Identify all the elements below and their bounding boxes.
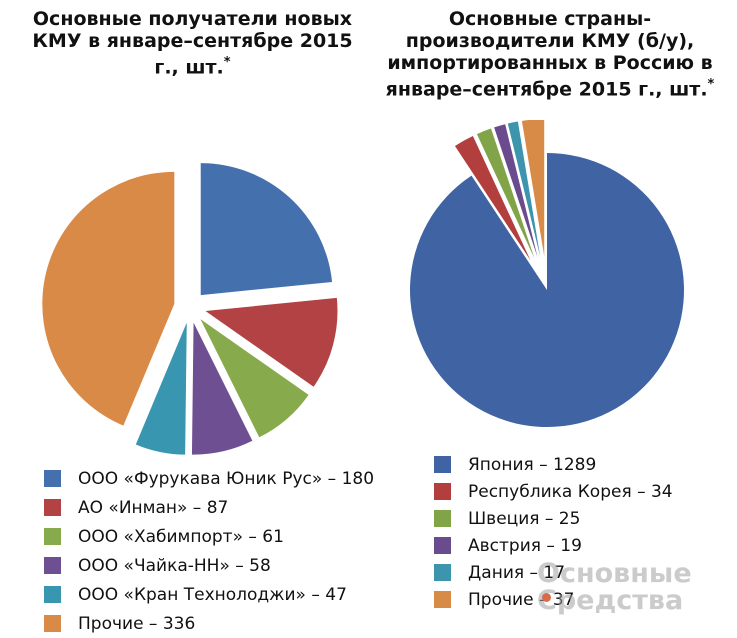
legend-label: Дания – 17	[468, 562, 566, 583]
legend-swatch	[434, 537, 451, 554]
watermark-line-1: Основные	[537, 558, 692, 589]
watermark-line-2: Средства	[537, 585, 684, 616]
legend-item: ООО «Чайка-НН» – 58	[44, 551, 374, 580]
chart-title-countries: Основные страны-производители КМУ (б/у),…	[385, 8, 715, 100]
legend-item: Япония – 1289	[434, 451, 673, 478]
pie-slice-4	[494, 124, 538, 258]
legend-swatch	[44, 499, 61, 516]
legend-countries: Япония – 1289 Республика Корея – 34 Швеция…	[434, 451, 673, 613]
chart-title-text: Основные страны-производители КМУ (б/у),…	[385, 8, 713, 101]
legend-swatch	[434, 591, 451, 608]
chart-title-text: Основные получатели новых КМУ в январе–с…	[32, 8, 353, 79]
footnote-mark: *	[223, 55, 231, 70]
pie-slice-5	[135, 322, 187, 455]
legend-swatch	[44, 528, 61, 545]
pie-slice-3	[200, 319, 309, 438]
legend-swatch	[434, 510, 451, 527]
legend-label: Швеция – 25	[468, 508, 581, 529]
legend-item: Республика Корея – 34	[434, 478, 673, 505]
legend-recipients: ООО «Фурукава Юник Рус» – 180 АО «Инман» …	[44, 464, 374, 638]
legend-swatch	[434, 564, 451, 581]
legend-label: Республика Корея – 34	[468, 481, 673, 502]
watermark-dot	[542, 593, 551, 602]
watermark-logo: Основные Средства	[537, 560, 692, 614]
legend-item: Дания – 17	[434, 559, 673, 586]
pie-slice-1	[200, 163, 333, 296]
legend-swatch	[434, 456, 451, 473]
pie-slice-3	[476, 128, 535, 259]
legend-label: ООО «Чайка-НН» – 58	[78, 555, 271, 576]
legend-item: АО «Инман» – 87	[44, 493, 374, 522]
legend-item: Швеция – 25	[434, 505, 673, 532]
legend-label: ООО «Кран Технолоджи» – 47	[78, 584, 347, 605]
pie-slice-1	[410, 153, 684, 427]
legend-item: ООО «Хабимпорт» – 61	[44, 522, 374, 551]
pie-chart-recipients	[42, 163, 338, 455]
legend-label: АО «Инман» – 87	[78, 497, 229, 518]
legend-swatch	[434, 483, 451, 500]
pie-slice-2	[454, 135, 531, 261]
legend-item: Австрия – 19	[434, 532, 673, 559]
legend-label: ООО «Фурукава Юник Рус» – 180	[78, 468, 375, 489]
pie-chart-countries	[410, 120, 684, 427]
pie-slice-5	[507, 121, 541, 257]
pie-slice-6	[521, 120, 545, 257]
legend-item: ООО «Кран Технолоджи» – 47	[44, 580, 374, 609]
chart-title-recipients: Основные получатели новых КМУ в январе–с…	[20, 8, 365, 78]
pie-slice-6	[42, 171, 175, 426]
legend-label: ООО «Хабимпорт» – 61	[78, 526, 284, 547]
legend-swatch	[44, 586, 61, 603]
footnote-mark: *	[707, 77, 715, 92]
pie-slice-2	[205, 297, 338, 387]
legend-swatch	[44, 470, 61, 487]
pie-slice-4	[191, 322, 253, 455]
legend-label: Австрия – 19	[468, 535, 582, 556]
legend-swatch	[44, 557, 61, 574]
legend-item: ООО «Фурукава Юник Рус» – 180	[44, 464, 374, 493]
legend-label: Япония – 1289	[468, 454, 597, 475]
